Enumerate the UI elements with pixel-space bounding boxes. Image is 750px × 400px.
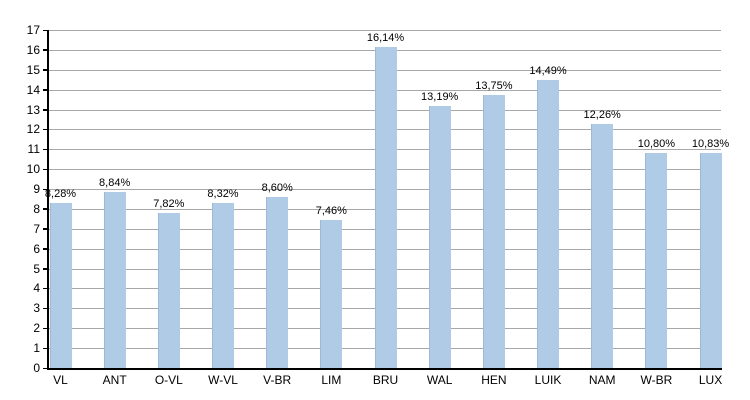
y-tick-label: 15 bbox=[26, 62, 40, 77]
bar-value-label: 10,83% bbox=[691, 137, 730, 150]
plot-area bbox=[48, 30, 722, 368]
y-tick-label: 10 bbox=[26, 162, 40, 177]
y-tick-label: 14 bbox=[26, 82, 40, 97]
x-category-label: V-BR bbox=[263, 373, 292, 387]
y-tick-mark bbox=[43, 287, 48, 290]
x-category-label: NAM bbox=[588, 373, 616, 387]
y-axis-line bbox=[47, 30, 49, 369]
bar-nam bbox=[591, 124, 614, 368]
y-tick-label: 0 bbox=[33, 361, 40, 375]
y-tick-label: 6 bbox=[33, 241, 40, 256]
bar-vl bbox=[49, 203, 72, 368]
y-tick-label: 2 bbox=[33, 321, 40, 336]
y-tick-label: 9 bbox=[33, 182, 40, 197]
x-category-label: LIM bbox=[321, 373, 342, 387]
y-tick-mark bbox=[43, 188, 48, 191]
x-category-label: HEN bbox=[481, 373, 507, 387]
bar-value-label: 7,46% bbox=[315, 204, 347, 217]
bar-value-label: 8,32% bbox=[207, 187, 239, 200]
y-tick-label: 16 bbox=[26, 42, 40, 57]
x-category-label: BRU bbox=[372, 373, 399, 387]
y-tick-mark bbox=[43, 168, 48, 171]
y-tick-mark bbox=[43, 128, 48, 131]
bar-w-br bbox=[645, 153, 668, 368]
y-tick-label: 11 bbox=[27, 142, 40, 157]
y-tick-mark bbox=[43, 89, 48, 91]
y-tick-mark bbox=[43, 327, 48, 330]
y-tick-label: 1 bbox=[33, 341, 40, 356]
y-tick-label: 3 bbox=[33, 301, 40, 316]
bar-luik bbox=[537, 79, 560, 368]
bar-value-label: 13,19% bbox=[421, 90, 459, 103]
bar-value-label: 16,14% bbox=[366, 32, 405, 45]
y-tick-mark bbox=[43, 29, 48, 31]
y-tick-mark bbox=[43, 347, 48, 350]
bar-hen bbox=[482, 94, 505, 368]
y-tick-label: 13 bbox=[26, 102, 40, 117]
y-tick-mark bbox=[43, 228, 48, 230]
x-category-label: W-VL bbox=[208, 373, 238, 387]
bar-value-label: 14,49% bbox=[529, 64, 567, 77]
bar-value-label: 12,26% bbox=[583, 109, 621, 122]
y-tick-mark bbox=[43, 148, 48, 151]
y-tick-mark bbox=[43, 248, 48, 250]
y-tick-label: 4 bbox=[33, 281, 40, 296]
y-tick-label: 12 bbox=[26, 122, 40, 137]
bar-value-label: 7,82% bbox=[153, 197, 185, 210]
y-tick-mark bbox=[43, 49, 48, 51]
bar-ant bbox=[103, 192, 126, 368]
x-axis-line bbox=[47, 368, 722, 370]
y-tick-mark bbox=[43, 109, 48, 111]
y-tick-label: 5 bbox=[33, 261, 40, 276]
y-tick-mark bbox=[43, 367, 48, 369]
bar-v-br bbox=[266, 197, 289, 368]
y-tick-mark bbox=[43, 268, 48, 270]
y-tick-mark bbox=[43, 69, 48, 71]
bar-o-vl bbox=[157, 212, 180, 368]
y-tick-label: 17 bbox=[26, 23, 40, 37]
x-category-label: LUX bbox=[698, 373, 723, 387]
bar-lux bbox=[699, 152, 722, 368]
x-category-label: W-BR bbox=[640, 373, 673, 387]
bar-value-label: 10,80% bbox=[637, 138, 676, 151]
bar-w-vl bbox=[212, 202, 234, 368]
y-tick-label: 7 bbox=[33, 221, 40, 236]
x-category-label: VL bbox=[53, 373, 68, 387]
y-tick-mark bbox=[43, 307, 48, 310]
bar-value-label: 13,75% bbox=[475, 79, 513, 92]
bar-value-label: 8,84% bbox=[99, 177, 131, 190]
x-category-label: LUIK bbox=[534, 373, 562, 387]
x-category-label: O-VL bbox=[154, 373, 183, 387]
x-category-label: WAL bbox=[426, 373, 453, 387]
bar-value-label: 8,28% bbox=[44, 188, 77, 201]
bar-bru bbox=[374, 47, 397, 368]
y-tick-mark bbox=[43, 208, 48, 210]
x-category-label: ANT bbox=[102, 373, 127, 387]
gridline bbox=[48, 30, 721, 31]
y-tick-label: 8 bbox=[33, 201, 40, 216]
bar-value-label: 8,60% bbox=[261, 182, 293, 194]
bar-lim bbox=[320, 219, 343, 368]
bar-wal bbox=[428, 105, 451, 368]
